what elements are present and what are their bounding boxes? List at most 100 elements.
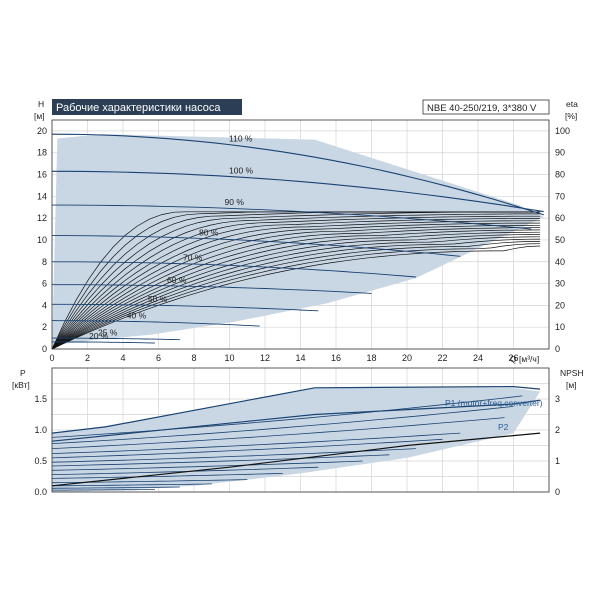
power-npsh-chart: 0.0 0.5 1.0 1.5 0 1 2 3 P [кВт] NPSH [м] P1 (mo… [12, 367, 584, 497]
speed-curve [52, 170, 544, 213]
y2-tick-label: 100 [555, 126, 570, 136]
speed-curve-label: 50 % [148, 294, 168, 304]
npsh-tick-label: 2 [555, 425, 560, 435]
speed-curve [52, 303, 319, 312]
y-axis-label-p: P [20, 368, 26, 378]
efficiency-curve [51, 227, 541, 350]
p-tick-label: 0.0 [34, 487, 47, 497]
power-curve [51, 438, 443, 459]
speed-curve-label: 70 % [183, 253, 203, 263]
y-tick-label: 18 [37, 148, 47, 158]
y2-axis-label-eta: eta [566, 99, 578, 109]
y2-tick-label: 0 [555, 344, 560, 354]
efficiency-curve [51, 241, 541, 350]
efficiency-curve [51, 231, 541, 350]
y-tick-label: 8 [42, 257, 47, 267]
y2-tick-label: 20 [555, 300, 565, 310]
power-curve [51, 417, 505, 449]
y-tick-label: 6 [42, 279, 47, 289]
p1-curve [51, 385, 541, 434]
speed-curve-labels: 110 % 100 % 90 % 80 % 70 % 60 % 50 %40 % 25 %20… [89, 134, 253, 341]
speed-curve [52, 261, 416, 278]
y-tick-label: 20 [37, 126, 47, 136]
y2-tick-label: 10 [555, 322, 565, 332]
model-background [422, 99, 550, 115]
power-axis-ticks: 0.0 0.5 1.0 1.5 0 1 2 3 [34, 394, 560, 497]
chart-title: Рабочие характеристики насоса [56, 102, 221, 114]
x-tick-label: 6 [156, 353, 161, 363]
x-tick-label: 20 [402, 353, 412, 363]
x-tick-label: 12 [260, 353, 270, 363]
efficiency-curve [51, 211, 541, 350]
efficiency-curve [51, 238, 541, 350]
x-axis-unit-q: [м³/ч] [519, 354, 539, 364]
x-tick-label: 16 [331, 353, 341, 363]
y2-tick-label: 90 [555, 148, 565, 158]
speed-curve-label: 110 % [229, 134, 253, 144]
speed-curve [52, 284, 372, 294]
p2-curve [51, 399, 541, 442]
y-tick-label: 10 [37, 235, 47, 245]
speed-curves [51, 133, 544, 344]
model-box: NBE 40-250/219, 3*380 V [422, 99, 550, 115]
npsh-tick-label: 0 [555, 487, 560, 497]
power-operating-envelope [52, 387, 541, 492]
power-curve [51, 395, 523, 438]
y-tick-label: 4 [42, 300, 47, 310]
legend-p2: P2 [498, 422, 509, 432]
model-label: NBE 40-250/219, 3*380 V [427, 103, 537, 114]
y2-tick-label: 80 [555, 170, 565, 180]
speed-curve-label: 80 % [199, 227, 219, 237]
efficiency-curve [51, 222, 541, 350]
legend-p1: P1 (motor+freq.converter) [445, 398, 543, 408]
speed-curve [52, 341, 155, 344]
p-tick-label: 1.0 [34, 425, 47, 435]
y2-axis-unit-eta: [%] [565, 111, 577, 121]
power-curve [51, 473, 283, 479]
y-tick-label: 0 [42, 344, 47, 354]
head-axis-ticks: 0 2 4 6 8 10 12 14 16 18 20 22 24 2602468101214161820… [37, 126, 570, 363]
speed-curve [51, 320, 260, 327]
title-background [52, 99, 242, 115]
y-axis-unit-h: [м] [34, 111, 45, 121]
npsh-tick-label: 3 [555, 394, 560, 404]
efficiency-curve [51, 218, 541, 350]
power-curve [51, 486, 180, 489]
power-curves [51, 385, 541, 491]
x-axis-label-q: Q [510, 354, 517, 364]
speed-curve [52, 337, 180, 341]
power-curve [51, 460, 363, 471]
y2-tick-label: 40 [555, 257, 565, 267]
head-operating-envelope [52, 134, 544, 349]
y2-tick-label: 60 [555, 213, 565, 223]
x-tick-label: 26 [508, 353, 518, 363]
y-tick-label: 12 [37, 213, 47, 223]
efficiency-curve [51, 215, 541, 350]
y-axis-label-h: H [38, 99, 44, 109]
x-tick-label: 2 [85, 353, 90, 363]
efficiency-curve [51, 220, 541, 350]
speed-curve [52, 204, 532, 230]
y2-tick-label: 50 [555, 235, 565, 245]
efficiency-curve [51, 224, 541, 350]
y-tick-label: 2 [42, 322, 47, 332]
x-tick-label: 22 [437, 353, 447, 363]
x-tick-label: 18 [366, 353, 376, 363]
efficiency-curve [51, 243, 541, 350]
power-curve [51, 483, 212, 487]
x-tick-label: 8 [191, 353, 196, 363]
head-plot-frame [51, 119, 550, 350]
speed-curve-label: 40 % [127, 310, 147, 320]
x-tick-label: 0 [49, 353, 54, 363]
power-curve [51, 406, 514, 444]
power-plot-frame [51, 367, 550, 493]
efficiency-curve [51, 229, 541, 350]
speed-curve [52, 235, 461, 257]
p-tick-label: 0.5 [34, 456, 47, 466]
x-tick-label: 14 [295, 353, 305, 363]
speed-curve-label: 60 % [167, 275, 187, 285]
x-tick-label: 10 [224, 353, 234, 363]
power-curve [52, 489, 155, 491]
speed-curve-label: 90 % [225, 197, 245, 207]
